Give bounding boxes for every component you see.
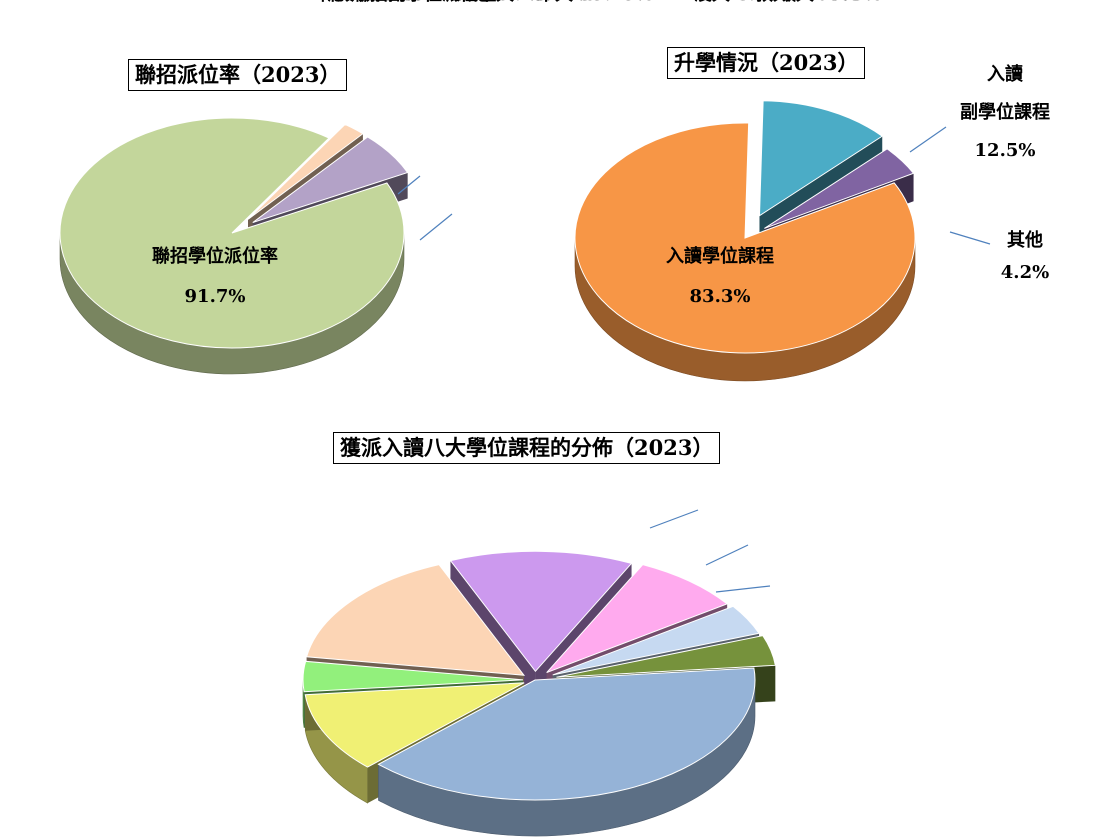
pie-3-slice-5 xyxy=(546,564,729,674)
pie-2-leader-1 xyxy=(909,126,947,153)
pie-3-leader-5 xyxy=(649,509,699,529)
pie-3-slice-3 xyxy=(305,564,526,676)
pie-2-label-1-1: 副學位課程 xyxy=(960,101,1050,123)
pie-2-slice-1 xyxy=(758,100,884,217)
pie-3-slice-4 xyxy=(449,550,633,673)
pie-2-label-0-0: 入讀學位課程 xyxy=(666,245,774,267)
pie-3-label-5-0: 浸大 8.11% xyxy=(694,0,797,5)
pie-2-label-0-1: 83.3% xyxy=(690,286,751,307)
pie-1-label-2-0: 其他 6.2% xyxy=(454,0,545,5)
chart-2-title: 升學情況（2023） xyxy=(667,47,866,79)
pie-3-label-6-0: 教大 4.05% xyxy=(755,0,858,5)
pie-2-label-2-1: 4.2% xyxy=(1001,262,1049,283)
pie-1-slice-0 xyxy=(59,117,405,349)
pie-3-slice-6 xyxy=(552,605,760,676)
pie-2-label-1-2: 12.5% xyxy=(975,140,1036,161)
pie-2-leader-2 xyxy=(949,231,991,245)
pie-3-slice-2 xyxy=(302,660,524,693)
pie-3-label-4-0: 理大 13.51% xyxy=(478,0,594,5)
pie-1-label-0-0: 聯招學位派位率 xyxy=(152,245,278,267)
pie-2-label-2-0: 其他 xyxy=(1007,229,1043,251)
pie-1-leader-1 xyxy=(397,175,421,195)
pie-3-label-1-0: 港大 10.81% xyxy=(327,0,443,5)
pie-2-slice-2 xyxy=(764,148,915,229)
pie-1-label-0-1: 91.7% xyxy=(185,286,246,307)
pie-1: 聯招學位派位率 91.7% 聯招副學位派位率 2.1%其他 6.2% xyxy=(59,0,551,375)
pie-3-label-7-0: 嶺大 4.05% xyxy=(778,0,881,5)
pie-3-leader-7 xyxy=(715,585,771,593)
pie-3-label-0-0: 中大 39.19% xyxy=(537,0,653,5)
pie-2-slice-0 xyxy=(574,122,916,354)
pie-3-label-2-0: 科大 4.05% xyxy=(318,0,421,5)
chart-3-title: 獲派入讀八大學位課程的分佈（2023） xyxy=(333,432,721,464)
pie-3-slice-0 xyxy=(377,667,756,801)
chart-1-title: 聯招派位率（2023） xyxy=(128,59,348,91)
pie-3-slice-7 xyxy=(556,635,776,678)
pie-1-label-1-0: 聯招副學位派位率 2.1% xyxy=(352,0,551,5)
pie-1-leader-2 xyxy=(419,213,453,241)
pie-3: 中大 39.19% 港大 10.81%科大 4.05%城大 16.22% 理大 13… xyxy=(302,0,881,837)
pie-2-label-1-0: 入讀 xyxy=(987,63,1023,85)
pie-3-leader-6 xyxy=(705,544,749,566)
pie-1-slice-1 xyxy=(247,123,364,220)
pie-3-slice-1 xyxy=(304,682,525,768)
pie-3-label-3-0: 城大 16.22% xyxy=(357,0,473,5)
pie-1-slice-2 xyxy=(252,136,409,224)
